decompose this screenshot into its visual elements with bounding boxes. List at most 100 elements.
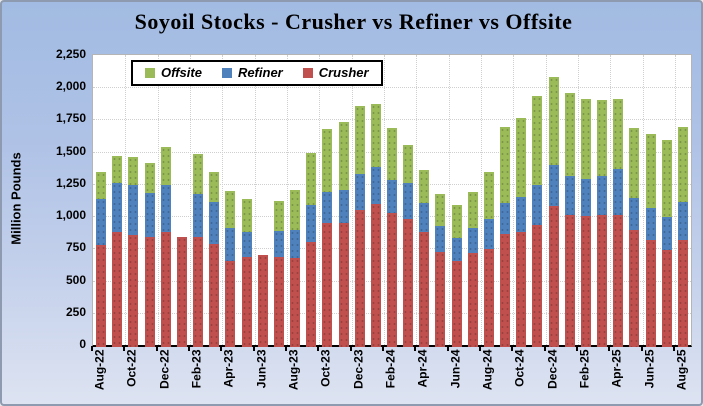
bar-segment-refiner-Aug-25	[677, 201, 688, 240]
x-tick-label: Apr-24	[415, 349, 430, 388]
gridline-vertical	[513, 55, 515, 345]
x-tick-label: Aug-22	[92, 349, 107, 391]
bar-segment-refiner-Aug-22	[96, 198, 107, 246]
bar-segment-refiner-Dec-23	[354, 174, 365, 211]
x-tick-label: Dec-23	[351, 349, 366, 389]
bar-segment-offsite-Jan-24	[370, 104, 381, 168]
x-axis-tick	[252, 346, 255, 351]
bar-segment-crusher-Jan-23	[176, 236, 187, 347]
chart-title: Soyoil Stocks - Crusher vs Refiner vs Of…	[134, 9, 573, 34]
bar-segment-offsite-Jul-25	[661, 140, 672, 217]
bar-segment-crusher-Aug-25	[677, 239, 688, 347]
bar-segment-crusher-Sep-24	[500, 233, 511, 347]
x-axis-tick	[608, 346, 611, 351]
bar-segment-refiner-Apr-24	[419, 203, 430, 233]
gridline-vertical	[545, 55, 547, 345]
legend-item-offsite: Offsite	[145, 65, 202, 80]
gridline-vertical	[642, 55, 644, 345]
bar-segment-offsite-Mar-25	[597, 100, 608, 177]
bar-segment-refiner-Sep-24	[500, 202, 511, 234]
bar-segment-refiner-Aug-24	[483, 218, 494, 249]
bar-segment-crusher-Aug-24	[483, 248, 494, 347]
y-tick-label: 2,000	[55, 79, 86, 94]
bar-segment-refiner-Jun-25	[645, 207, 656, 240]
x-tick-label: Jun-24	[448, 349, 463, 389]
bar-segment-refiner-Mar-24	[403, 182, 414, 220]
bar-segment-crusher-Sep-22	[112, 231, 123, 347]
bar-segment-offsite-Oct-24	[516, 118, 527, 198]
bar-segment-offsite-Apr-23	[225, 190, 236, 229]
x-tick-label: Oct-22	[124, 349, 139, 387]
x-tick-label: Aug-25	[674, 349, 689, 391]
bar-segment-crusher-Dec-22	[160, 231, 171, 347]
y-tick-label: 1,250	[55, 175, 86, 190]
bar-segment-refiner-Jul-23	[273, 230, 284, 257]
x-axis-tick	[155, 346, 158, 351]
bar-segment-crusher-Aug-22	[96, 245, 107, 347]
x-axis-tick	[414, 346, 417, 351]
bar-segment-offsite-Dec-22	[160, 147, 171, 185]
gridline-vertical	[448, 55, 450, 345]
bar-segment-offsite-Jul-23	[273, 201, 284, 231]
bar-segment-crusher-Apr-25	[613, 214, 624, 347]
gridline-vertical	[189, 55, 191, 345]
x-axis-tick	[446, 346, 449, 351]
bar-segment-offsite-Jul-24	[467, 192, 478, 229]
gridline-vertical	[254, 55, 256, 345]
bar-segment-offsite-May-23	[241, 199, 252, 232]
x-tick-label: Feb-23	[189, 349, 204, 389]
gridline-vertical	[610, 55, 612, 345]
bar-segment-refiner-Apr-23	[225, 228, 236, 262]
bar-segment-offsite-Feb-25	[580, 98, 591, 180]
x-tick-label: Feb-24	[383, 349, 398, 389]
bar-segment-offsite-Feb-24	[387, 127, 397, 181]
bar-segment-offsite-Feb-23	[193, 153, 204, 194]
x-tick-label: Jun-23	[254, 349, 269, 389]
bar-segment-offsite-May-25	[629, 128, 640, 199]
bar-segment-crusher-Jul-23	[273, 256, 284, 347]
y-tick-label: 500	[65, 272, 86, 287]
bar-segment-offsite-Aug-23	[290, 190, 301, 231]
x-tick-label: Oct-23	[318, 349, 333, 387]
gridline-horizontal	[93, 87, 691, 89]
bar-segment-offsite-Apr-24	[419, 169, 430, 204]
bar-segment-crusher-Apr-24	[419, 232, 430, 347]
x-tick-label: Dec-22	[157, 349, 172, 389]
bar-segment-refiner-Jul-24	[467, 228, 478, 253]
bar-segment-crusher-May-23	[241, 256, 252, 347]
bar-segment-refiner-May-25	[629, 198, 640, 230]
bar-segment-crusher-Mar-23	[209, 243, 220, 347]
y-tick-label: 750	[65, 240, 86, 255]
plot-area: Offsite Refiner Crusher	[92, 54, 692, 347]
x-axis-tick	[672, 346, 675, 351]
bar-segment-refiner-Dec-22	[160, 184, 171, 232]
bar-segment-offsite-Mar-23	[209, 171, 220, 202]
bar-segment-crusher-May-24	[435, 251, 446, 347]
x-tick-label: Oct-24	[512, 349, 527, 387]
bar-segment-crusher-Feb-25	[580, 216, 591, 347]
bar-segment-offsite-Aug-24	[483, 171, 494, 219]
legend: Offsite Refiner Crusher	[131, 60, 383, 86]
x-tick-label: Apr-23	[221, 349, 236, 388]
bar-segment-crusher-Apr-23	[225, 261, 236, 347]
x-tick-label: Apr-25	[609, 349, 624, 388]
bar-segment-refiner-Nov-22	[144, 192, 155, 238]
x-tick-label: Feb-25	[577, 349, 592, 389]
x-axis-tick	[220, 346, 223, 351]
gridline-horizontal	[93, 119, 691, 121]
bar-segment-refiner-Jan-24	[370, 167, 381, 204]
bar-segment-crusher-Sep-23	[306, 241, 317, 347]
bar-segment-refiner-Nov-24	[532, 184, 543, 225]
refiner-swatch-icon	[221, 67, 232, 78]
bar-segment-crusher-Oct-22	[128, 235, 139, 347]
bar-segment-offsite-Oct-23	[322, 129, 333, 193]
bar-segment-crusher-Mar-25	[597, 214, 608, 347]
bar-segment-refiner-Jul-25	[661, 216, 672, 250]
bar-segment-offsite-Sep-23	[306, 152, 317, 206]
bar-segment-offsite-Nov-22	[144, 163, 155, 193]
x-axis-tick	[381, 346, 384, 351]
gridline-vertical	[286, 55, 288, 345]
bar-segment-crusher-May-25	[629, 229, 640, 347]
bar-segment-crusher-Feb-23	[193, 236, 204, 347]
gridline-vertical	[674, 55, 676, 345]
